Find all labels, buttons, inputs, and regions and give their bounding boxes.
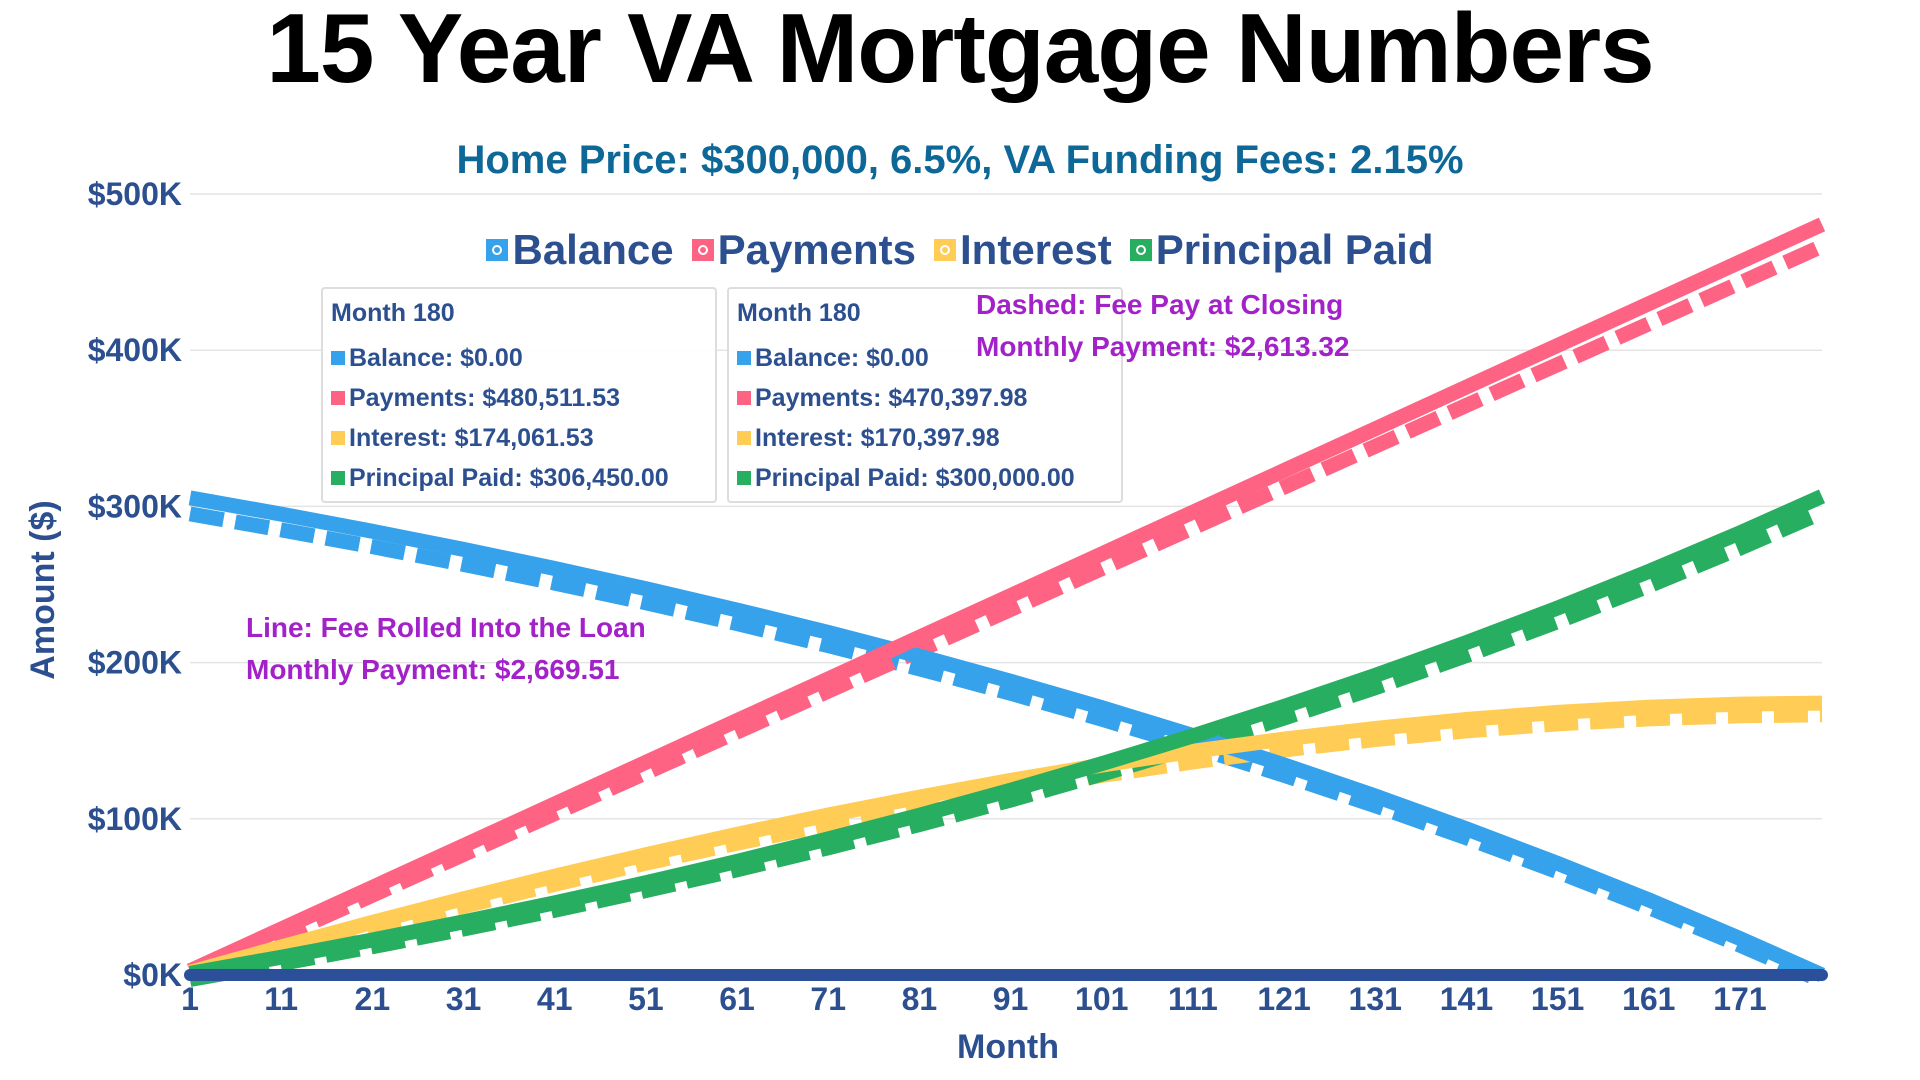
annotation-text: Monthly Payment: $2,669.51	[246, 654, 620, 685]
principal-swatch-icon	[331, 471, 345, 485]
x-tick-label: 111	[1168, 981, 1218, 1017]
annotation-text: Monthly Payment: $2,613.32	[976, 331, 1350, 362]
series-line-interest-solid	[187, 695, 1823, 980]
y-tick-label: $400K	[88, 332, 182, 368]
x-tick-label: 1	[181, 981, 199, 1017]
y-tick-label: $500K	[88, 176, 182, 212]
legend-label: Interest	[960, 226, 1112, 273]
chart-subtitle: Home Price: $300,000, 6.5%, VA Funding F…	[456, 138, 1464, 182]
tooltip-value: Interest: $174,061.53	[349, 423, 594, 452]
x-tick-label: 21	[355, 981, 391, 1017]
legend-swatch-icon	[486, 239, 509, 261]
tooltip-row: Interest: $170,397.98	[737, 418, 1113, 458]
x-tick-label: 41	[537, 981, 573, 1017]
series-line-payments-dashed	[186, 239, 1826, 984]
x-tick-label: 151	[1531, 981, 1584, 1017]
balance-swatch-icon	[331, 351, 345, 365]
tooltip-row: Balance: $0.00	[737, 338, 1113, 378]
legend-item-interest[interactable]: Interest	[934, 226, 1112, 274]
balance-swatch-icon	[737, 351, 751, 365]
legend-swatch-icon	[934, 239, 957, 261]
tooltip-value: Balance: $0.00	[755, 343, 929, 372]
x-tick-label: 71	[810, 981, 846, 1017]
tooltip-value: Payments: $480,511.53	[349, 383, 621, 412]
y-tick-label: $300K	[88, 488, 182, 524]
payments-swatch-icon	[331, 391, 345, 405]
x-tick-label: 171	[1713, 981, 1766, 1017]
principal-swatch-icon	[737, 471, 751, 485]
chart-title: 15 Year VA Mortgage Numbers	[266, 0, 1654, 103]
series-line-payments-solid	[186, 217, 1826, 978]
legend-swatch-icon	[691, 239, 714, 261]
y-axis-label: Amount ($)	[24, 500, 62, 679]
x-axis-label: Month	[957, 1028, 1059, 1066]
legend-item-principal-paid[interactable]: Principal Paid	[1129, 226, 1434, 274]
legend-label: Balance	[512, 226, 674, 273]
tooltip-row: Principal Paid: $306,450.00	[331, 458, 707, 498]
y-tick-label: $200K	[88, 645, 182, 681]
x-tick-label: 11	[264, 981, 298, 1017]
x-tick-label: 91	[993, 981, 1029, 1017]
tooltip-title: Month 180	[737, 299, 861, 327]
x-tick-label: 161	[1622, 981, 1675, 1017]
series-line-principal-paid-solid	[188, 489, 1826, 981]
legend: Balance Payments Interest Principal Paid	[0, 226, 1920, 274]
x-tick-label: 81	[902, 981, 938, 1017]
legend-label: Principal Paid	[1155, 226, 1434, 273]
tooltip-value: Payments: $470,397.98	[755, 383, 1028, 412]
legend-label: Payments	[717, 226, 917, 273]
y-tick-label: $100K	[88, 801, 182, 837]
x-tick-label: 131	[1349, 981, 1402, 1017]
y-tick-label: $0K	[123, 957, 182, 993]
x-tick-label: 51	[628, 981, 664, 1017]
x-tick-label: 101	[1075, 981, 1128, 1017]
x-tick-label: 61	[719, 981, 755, 1017]
tooltip-row: Payments: $470,397.98	[737, 378, 1113, 418]
annotation-dashed: Dashed: Fee Pay at Closing Monthly Payme…	[976, 284, 1349, 368]
tooltip-row: Payments: $480,511.53	[331, 378, 707, 418]
series-line-balance-solid	[188, 490, 1826, 982]
interest-swatch-icon	[331, 431, 345, 445]
tooltip-value: Principal Paid: $306,450.00	[349, 463, 669, 492]
tooltip-fee-at-closing: Month 180 Balance: $0.00 Payments: $470,…	[727, 287, 1123, 503]
tooltip-row: Principal Paid: $300,000.00	[737, 458, 1113, 498]
legend-item-balance[interactable]: Balance	[486, 226, 674, 274]
tooltip-title: Month 180	[331, 299, 455, 327]
legend-item-payments[interactable]: Payments	[691, 226, 917, 274]
annotation-text: Line: Fee Rolled Into the Loan	[246, 612, 646, 643]
annotation-text: Dashed: Fee Pay at Closing	[976, 289, 1344, 320]
x-tick-label: 141	[1440, 981, 1493, 1017]
tooltip-value: Balance: $0.00	[349, 343, 523, 372]
legend-swatch-icon	[1129, 239, 1152, 261]
tooltip-value: Principal Paid: $300,000.00	[755, 463, 1075, 492]
interest-swatch-icon	[737, 431, 751, 445]
tooltip-fee-rolled: Month 180 Balance: $0.00 Payments: $480,…	[321, 287, 717, 503]
tooltip-row: Balance: $0.00	[331, 338, 707, 378]
annotation-solid: Line: Fee Rolled Into the Loan Monthly P…	[246, 607, 646, 691]
series-line-balance-dashed	[188, 506, 1825, 988]
payments-swatch-icon	[737, 391, 751, 405]
tooltip-row: Interest: $174,061.53	[331, 418, 707, 458]
x-tick-label: 31	[446, 981, 482, 1017]
tooltip-value: Interest: $170,397.98	[755, 423, 1000, 452]
x-tick-label: 121	[1257, 981, 1310, 1017]
